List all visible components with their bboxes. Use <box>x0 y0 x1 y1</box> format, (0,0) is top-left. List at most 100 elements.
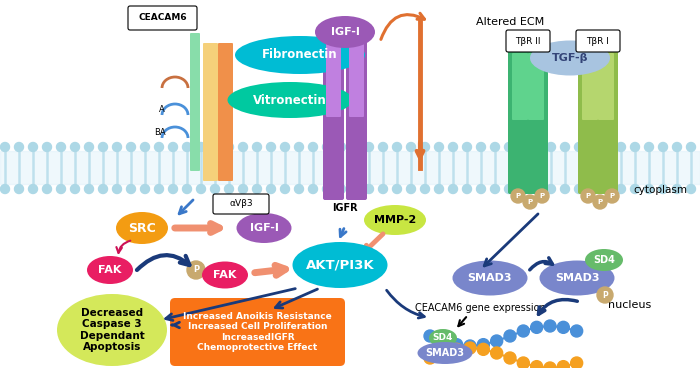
Text: MMP-2: MMP-2 <box>374 215 416 225</box>
Ellipse shape <box>57 294 167 366</box>
Text: P: P <box>597 199 603 205</box>
Circle shape <box>645 142 654 152</box>
Text: Decreased
Caspase 3
Dependant
Apoptosis: Decreased Caspase 3 Dependant Apoptosis <box>80 308 144 353</box>
Circle shape <box>533 142 542 152</box>
Circle shape <box>155 184 164 194</box>
FancyBboxPatch shape <box>582 53 598 120</box>
Circle shape <box>477 142 486 152</box>
Circle shape <box>267 184 276 194</box>
FancyBboxPatch shape <box>128 6 197 30</box>
Circle shape <box>365 142 374 152</box>
Circle shape <box>1 184 10 194</box>
Circle shape <box>253 184 262 194</box>
Circle shape <box>183 184 192 194</box>
Circle shape <box>561 142 570 152</box>
Circle shape <box>435 142 444 152</box>
Circle shape <box>323 142 332 152</box>
Circle shape <box>463 142 472 152</box>
Circle shape <box>464 342 476 354</box>
Circle shape <box>449 184 458 194</box>
Text: αVβ3: αVβ3 <box>229 199 253 209</box>
Text: Increased Anoikis Resistance
Increased Cell Proliferation
IncreasedIGFR
Chemopro: Increased Anoikis Resistance Increased C… <box>183 312 332 352</box>
Circle shape <box>533 184 542 194</box>
Circle shape <box>505 184 514 194</box>
Circle shape <box>438 347 449 359</box>
Text: IGFR: IGFR <box>332 203 358 213</box>
Circle shape <box>519 142 528 152</box>
Circle shape <box>617 184 626 194</box>
FancyBboxPatch shape <box>508 50 548 194</box>
FancyBboxPatch shape <box>506 30 550 52</box>
Circle shape <box>603 142 612 152</box>
Circle shape <box>589 184 598 194</box>
Circle shape <box>99 142 108 152</box>
Circle shape <box>557 361 569 368</box>
FancyBboxPatch shape <box>598 53 614 120</box>
Ellipse shape <box>429 329 457 347</box>
Bar <box>0 151 700 184</box>
Text: P: P <box>610 193 615 199</box>
Circle shape <box>659 184 668 194</box>
Circle shape <box>504 330 516 342</box>
Ellipse shape <box>364 205 426 235</box>
Circle shape <box>645 184 654 194</box>
Circle shape <box>603 184 612 194</box>
Circle shape <box>544 362 556 368</box>
Circle shape <box>491 184 500 194</box>
Circle shape <box>225 184 234 194</box>
Circle shape <box>544 320 556 332</box>
Circle shape <box>407 142 416 152</box>
Circle shape <box>673 184 682 194</box>
Circle shape <box>113 184 122 194</box>
Circle shape <box>491 347 503 359</box>
Text: BA: BA <box>154 128 166 137</box>
Circle shape <box>323 184 332 194</box>
FancyBboxPatch shape <box>576 30 620 52</box>
Circle shape <box>505 142 514 152</box>
Circle shape <box>281 184 290 194</box>
Circle shape <box>141 184 150 194</box>
Text: IGF-I: IGF-I <box>250 223 279 233</box>
Circle shape <box>183 142 192 152</box>
Circle shape <box>127 184 136 194</box>
Circle shape <box>438 335 449 347</box>
Ellipse shape <box>228 82 353 118</box>
Circle shape <box>463 184 472 194</box>
Ellipse shape <box>202 262 248 289</box>
Text: FAK: FAK <box>98 265 122 275</box>
Circle shape <box>523 195 537 209</box>
Text: TβR II: TβR II <box>515 36 540 46</box>
Text: nucleus: nucleus <box>608 300 652 310</box>
Text: P: P <box>540 193 545 199</box>
Circle shape <box>424 330 436 342</box>
Text: P: P <box>602 290 608 300</box>
FancyBboxPatch shape <box>170 298 345 366</box>
Text: FAK: FAK <box>214 270 237 280</box>
Ellipse shape <box>452 261 528 296</box>
Circle shape <box>57 142 66 152</box>
Text: P: P <box>515 193 521 199</box>
Circle shape <box>225 142 234 152</box>
Circle shape <box>557 321 569 333</box>
Circle shape <box>337 142 346 152</box>
Text: Vitronectin: Vitronectin <box>253 93 327 106</box>
Ellipse shape <box>235 36 365 74</box>
Circle shape <box>239 184 248 194</box>
Ellipse shape <box>87 256 133 284</box>
Circle shape <box>85 184 94 194</box>
FancyBboxPatch shape <box>528 53 544 120</box>
Circle shape <box>511 189 525 203</box>
Circle shape <box>687 184 696 194</box>
Circle shape <box>570 325 582 337</box>
Circle shape <box>253 142 262 152</box>
FancyBboxPatch shape <box>578 50 618 194</box>
Circle shape <box>43 184 52 194</box>
Circle shape <box>451 343 463 355</box>
Circle shape <box>477 184 486 194</box>
Text: TβR I: TβR I <box>587 36 610 46</box>
Circle shape <box>71 142 80 152</box>
Circle shape <box>15 142 24 152</box>
Text: Altered ECM: Altered ECM <box>476 17 544 27</box>
Circle shape <box>631 142 640 152</box>
Ellipse shape <box>585 249 623 271</box>
